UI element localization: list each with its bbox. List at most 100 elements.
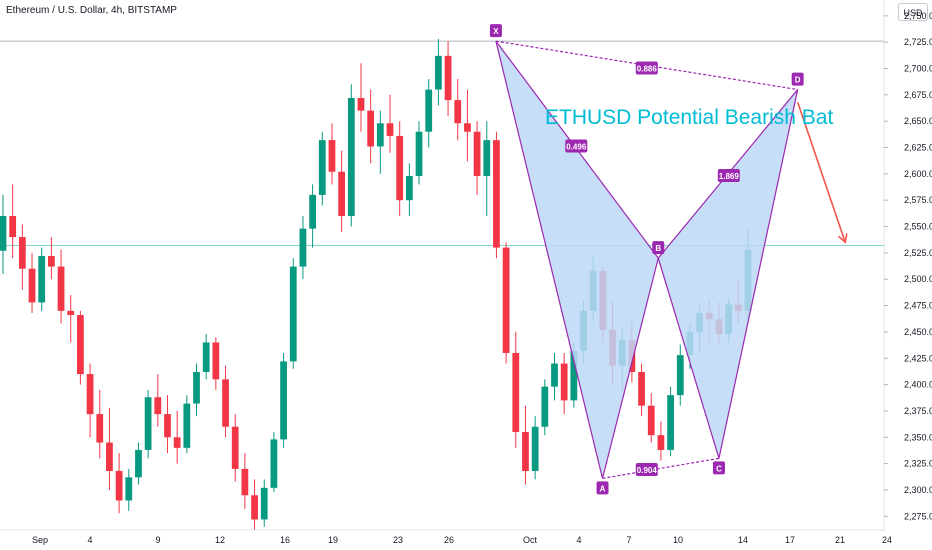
y-tick-label: 2,350.0	[904, 432, 932, 442]
candle-body	[638, 371, 645, 406]
candle-body	[454, 100, 462, 124]
candle-body	[57, 266, 65, 311]
candle-body	[541, 386, 549, 427]
candle-body	[512, 352, 520, 433]
candle-body	[318, 140, 326, 195]
chart-title: ETHUSD Potential Bearish Bat	[545, 106, 833, 129]
symbol-title: Ethereum / U.S. Dollar, 4h, BITSTAMP	[6, 5, 177, 16]
y-tick-label: 2,550.0	[904, 222, 932, 232]
candle-body	[125, 477, 133, 501]
y-tick-label: 2,725.0	[904, 37, 932, 47]
y-tick-label: 2,450.0	[904, 327, 932, 337]
x-tick-label: 24	[882, 535, 892, 545]
y-tick-label: 2,425.0	[904, 353, 932, 363]
currency-button[interactable]: USD	[898, 3, 928, 21]
pattern-bcd-fill	[658, 89, 798, 459]
candle-body	[405, 175, 413, 201]
y-tick-label: 2,325.0	[904, 459, 932, 469]
candle-body	[251, 495, 258, 520]
candle-body	[357, 97, 365, 111]
candle-body	[667, 395, 674, 450]
y-tick-label: 2,525.0	[904, 248, 932, 258]
candle-body	[551, 363, 558, 387]
x-tick-label: 21	[835, 535, 845, 545]
y-tick-label: 2,625.0	[904, 143, 932, 153]
candle-body	[676, 355, 684, 396]
x-tick-label: 19	[328, 535, 338, 545]
y-tick-label: 2,475.0	[904, 301, 932, 311]
candle-body	[18, 237, 26, 269]
pattern-xab-fill	[495, 41, 659, 479]
y-tick-label: 2,650.0	[904, 116, 932, 126]
y-tick-label: 2,675.0	[904, 90, 932, 100]
y-tick-label: 2,300.0	[904, 485, 932, 495]
candle-body	[425, 89, 433, 132]
candle-body	[444, 55, 452, 101]
leg-ab	[601, 258, 659, 479]
candle-body	[570, 350, 578, 401]
candle-body	[231, 426, 239, 469]
candle-body	[135, 449, 142, 478]
candle-body	[154, 397, 162, 415]
leg-cd	[718, 89, 799, 459]
ratio-badge	[635, 462, 658, 476]
candle-body	[502, 247, 510, 353]
x-tick-label: 14	[738, 535, 748, 545]
x-tick-label: 10	[673, 535, 683, 545]
ratio-label: 0.904	[637, 466, 658, 475]
candle-body	[396, 135, 404, 201]
point-marker-x	[489, 24, 502, 38]
candle-body	[299, 228, 307, 267]
candle-body	[96, 414, 104, 443]
projection-arrow-head	[838, 233, 848, 244]
candle-body	[106, 442, 113, 471]
y-tick-label: 2,600.0	[904, 169, 932, 179]
candle-body	[415, 131, 423, 176]
candle-body	[260, 487, 268, 520]
candle-body	[164, 414, 171, 438]
ratio-badge	[565, 139, 588, 153]
projection-arrow-line	[796, 101, 846, 243]
candle-body	[144, 397, 152, 450]
candle-body	[212, 342, 220, 380]
point-label-b: B	[655, 244, 661, 253]
candle-body	[47, 256, 55, 267]
candle-body	[435, 55, 442, 90]
point-marker-c	[712, 461, 725, 475]
point-label-c: C	[716, 464, 722, 473]
point-marker-b	[652, 241, 665, 255]
y-tick-label: 2,575.0	[904, 195, 932, 205]
candle-body	[289, 266, 297, 362]
candle-body	[173, 437, 181, 448]
bat-pattern: X A B C D 0.886 0.496 1.869 0.904 ETHUSD Potentia…	[489, 24, 848, 495]
candle-body	[531, 426, 539, 471]
candle-body	[183, 403, 191, 448]
candle-body	[483, 140, 491, 176]
candle-body	[522, 432, 529, 471]
candle-body	[493, 140, 500, 248]
candle-body	[67, 310, 75, 316]
candle-body	[464, 123, 471, 132]
candle-body	[309, 194, 316, 229]
ratio-label: 0.886	[637, 64, 658, 73]
ratio-label: 0.496	[566, 142, 587, 151]
candle-body	[202, 342, 210, 372]
x-tick-label: 26	[444, 535, 454, 545]
price-axis[interactable]: 2,275.0 2,300.0 2,325.0 2,350.0 2,375.0 2,400…	[883, 0, 932, 550]
candle-body	[376, 123, 384, 147]
candle-body	[280, 361, 287, 440]
point-label-d: D	[795, 76, 801, 85]
candle-body	[386, 123, 394, 136]
ratio-badge	[635, 61, 658, 75]
ratio-badge	[717, 168, 740, 182]
time-axis[interactable]: Sep 4 9 12 16 19 23 26 Oct 4 7 10 14 17 21 24	[0, 529, 892, 545]
candle-body	[77, 315, 84, 375]
price-axis-bg	[884, 0, 932, 550]
x-tick-label: 12	[215, 535, 225, 545]
candle-body	[86, 374, 94, 415]
candle-body	[347, 97, 355, 217]
x-tick-label: 7	[626, 535, 631, 545]
x-tick-label: 9	[155, 535, 160, 545]
ratio-line-ac	[602, 457, 720, 479]
